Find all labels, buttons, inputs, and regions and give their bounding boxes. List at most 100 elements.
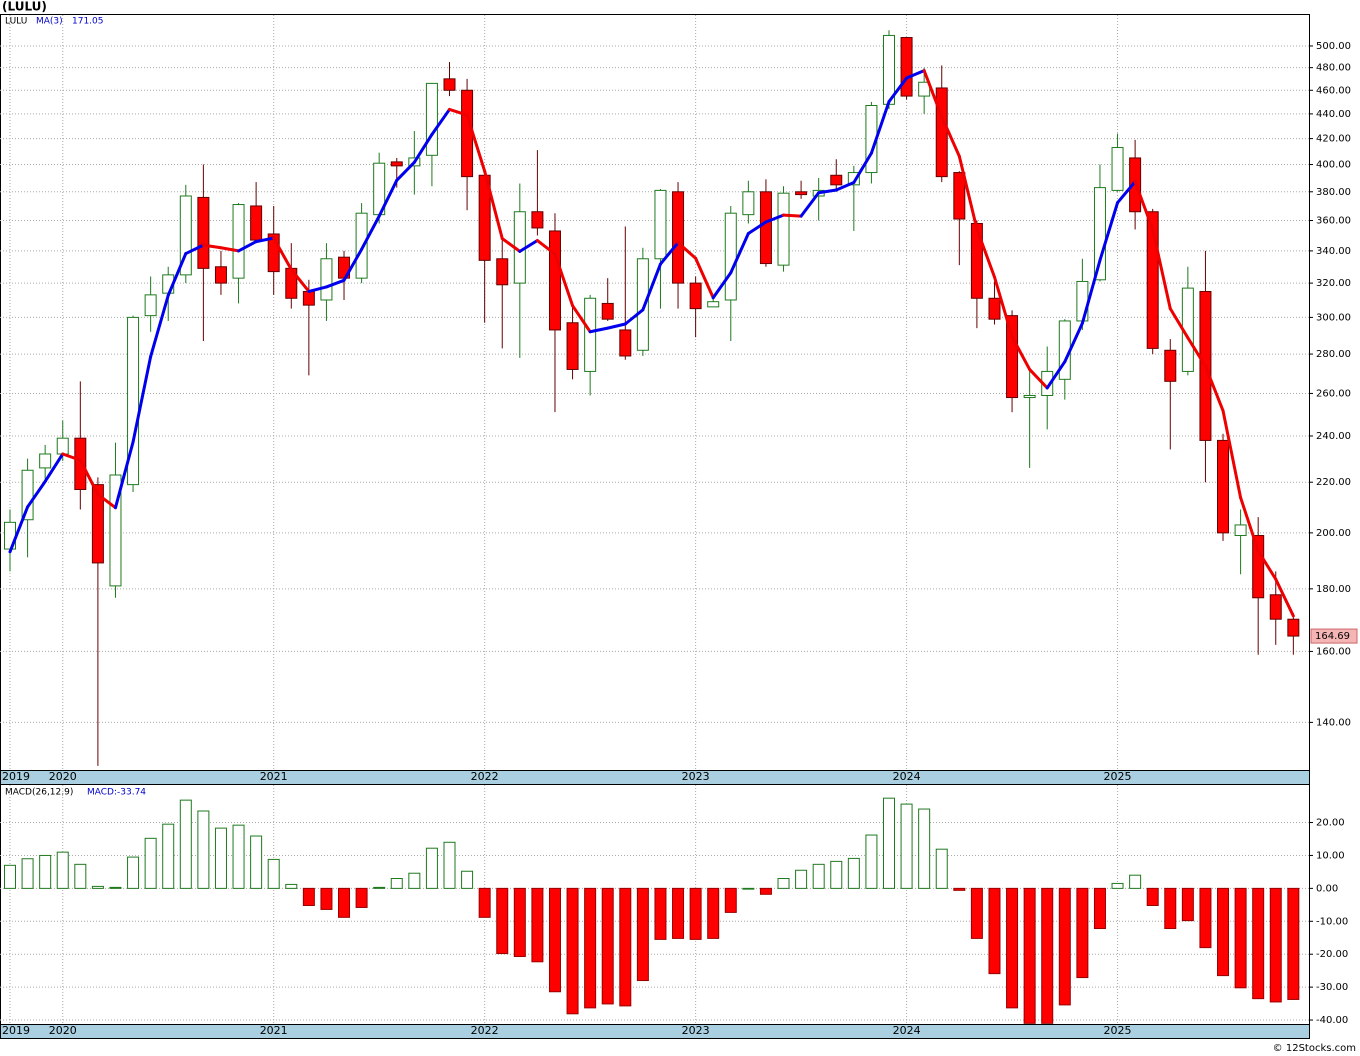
macd-bar <box>74 863 87 889</box>
candle-body <box>689 282 702 310</box>
macd-bar <box>285 883 298 889</box>
x-tick-label: 2022 <box>471 1024 499 1037</box>
y-tick-label: 10.00 <box>1316 850 1345 861</box>
candle-body <box>179 195 192 276</box>
ma-line <box>764 213 786 224</box>
macd-bar <box>777 877 790 889</box>
ma-line <box>852 151 873 185</box>
ma-line <box>1045 360 1067 390</box>
x-tick-label: 2020 <box>49 1024 77 1037</box>
candle-body <box>74 437 87 491</box>
candle-body <box>1093 187 1106 281</box>
candle-body <box>654 189 667 260</box>
macd-bar <box>1234 887 1247 989</box>
y-tick-label: -40.00 <box>1316 1015 1348 1026</box>
candle-body <box>566 322 579 370</box>
candle-body <box>1269 594 1282 620</box>
candle-body <box>900 37 913 97</box>
ma-line <box>782 213 803 218</box>
x-tick-label: 2025 <box>1104 1024 1132 1037</box>
macd-bar <box>900 803 913 889</box>
macd-bar <box>408 872 421 889</box>
ma-line <box>606 322 627 330</box>
macd-bar <box>619 887 632 1007</box>
y-tick-label: 240.00 <box>1316 431 1351 442</box>
macd-bar <box>1006 887 1019 1009</box>
candle-body <box>935 87 948 178</box>
candle-body <box>144 294 157 317</box>
macd-bar <box>672 887 685 939</box>
macd-bar <box>39 854 52 889</box>
last-price: 164.69 <box>1315 631 1350 642</box>
ma-line <box>78 458 100 496</box>
ma-line <box>1133 180 1155 231</box>
ma-line <box>658 241 680 266</box>
macd-bar <box>443 841 456 889</box>
x-tick-label: 2023 <box>682 1024 710 1037</box>
macd-bar <box>513 887 526 958</box>
ma-line <box>377 178 399 218</box>
macd-bar <box>636 887 649 982</box>
macd-bar <box>883 797 895 889</box>
macd-bar <box>162 823 175 889</box>
macd-bar <box>689 887 702 940</box>
ma-line <box>817 188 838 195</box>
macd-bar <box>4 864 16 889</box>
candle-body <box>56 437 69 455</box>
y-tick-label: -10.00 <box>1316 916 1348 927</box>
legend-ma-value: 171.05 <box>72 17 104 27</box>
ma-line <box>307 285 328 293</box>
ma-line <box>8 505 30 554</box>
macd-bar <box>496 887 509 955</box>
candle-body <box>127 316 140 486</box>
macd-bar <box>320 887 333 910</box>
candle-body <box>250 205 263 241</box>
ma-line <box>887 76 909 104</box>
ma-line <box>342 247 364 282</box>
candle-body <box>1023 394 1036 399</box>
y-tick-label: 460.00 <box>1316 85 1351 96</box>
candle-body <box>232 204 245 279</box>
ma-line <box>676 241 698 260</box>
x-tick-label: 2024 <box>893 1024 921 1037</box>
macd-bar <box>425 847 438 889</box>
ma-line <box>571 304 592 334</box>
y-tick-label: 480.00 <box>1316 63 1351 74</box>
ma-line <box>992 275 1014 339</box>
ma-line <box>430 107 451 136</box>
candle-body <box>759 191 772 265</box>
candle-body <box>302 290 315 306</box>
macd-bar <box>355 887 368 908</box>
y-tick-label: 440.00 <box>1316 109 1351 120</box>
ma-line <box>412 132 434 164</box>
macd-bar <box>759 887 772 895</box>
macd-bar <box>584 887 597 1009</box>
candle-body <box>584 297 597 372</box>
candle-body <box>496 258 509 286</box>
macd-bar <box>1164 887 1177 930</box>
ma-line <box>518 239 539 253</box>
macd-bar <box>830 860 843 889</box>
candle-body <box>1006 315 1019 399</box>
ma-line <box>219 246 241 253</box>
ma-line <box>166 252 188 297</box>
y-tick-label: -20.00 <box>1316 949 1348 960</box>
last-price-box <box>1310 628 1358 644</box>
candle-body <box>619 329 632 357</box>
x-tick-label: 2020 <box>49 770 77 783</box>
macd-bar <box>935 848 948 889</box>
candle-body <box>214 266 227 284</box>
macd-bar <box>654 887 667 940</box>
ma-line <box>694 256 715 300</box>
price-panel <box>0 14 1310 771</box>
candle-body <box>953 172 966 220</box>
ma-line <box>237 240 258 253</box>
candle-body <box>1164 349 1177 382</box>
ma-line <box>940 115 961 158</box>
macd-bar <box>461 870 474 889</box>
ma-line <box>729 232 750 275</box>
ma-line <box>483 169 504 241</box>
ma-line <box>869 100 891 155</box>
macd-bar <box>548 887 561 993</box>
